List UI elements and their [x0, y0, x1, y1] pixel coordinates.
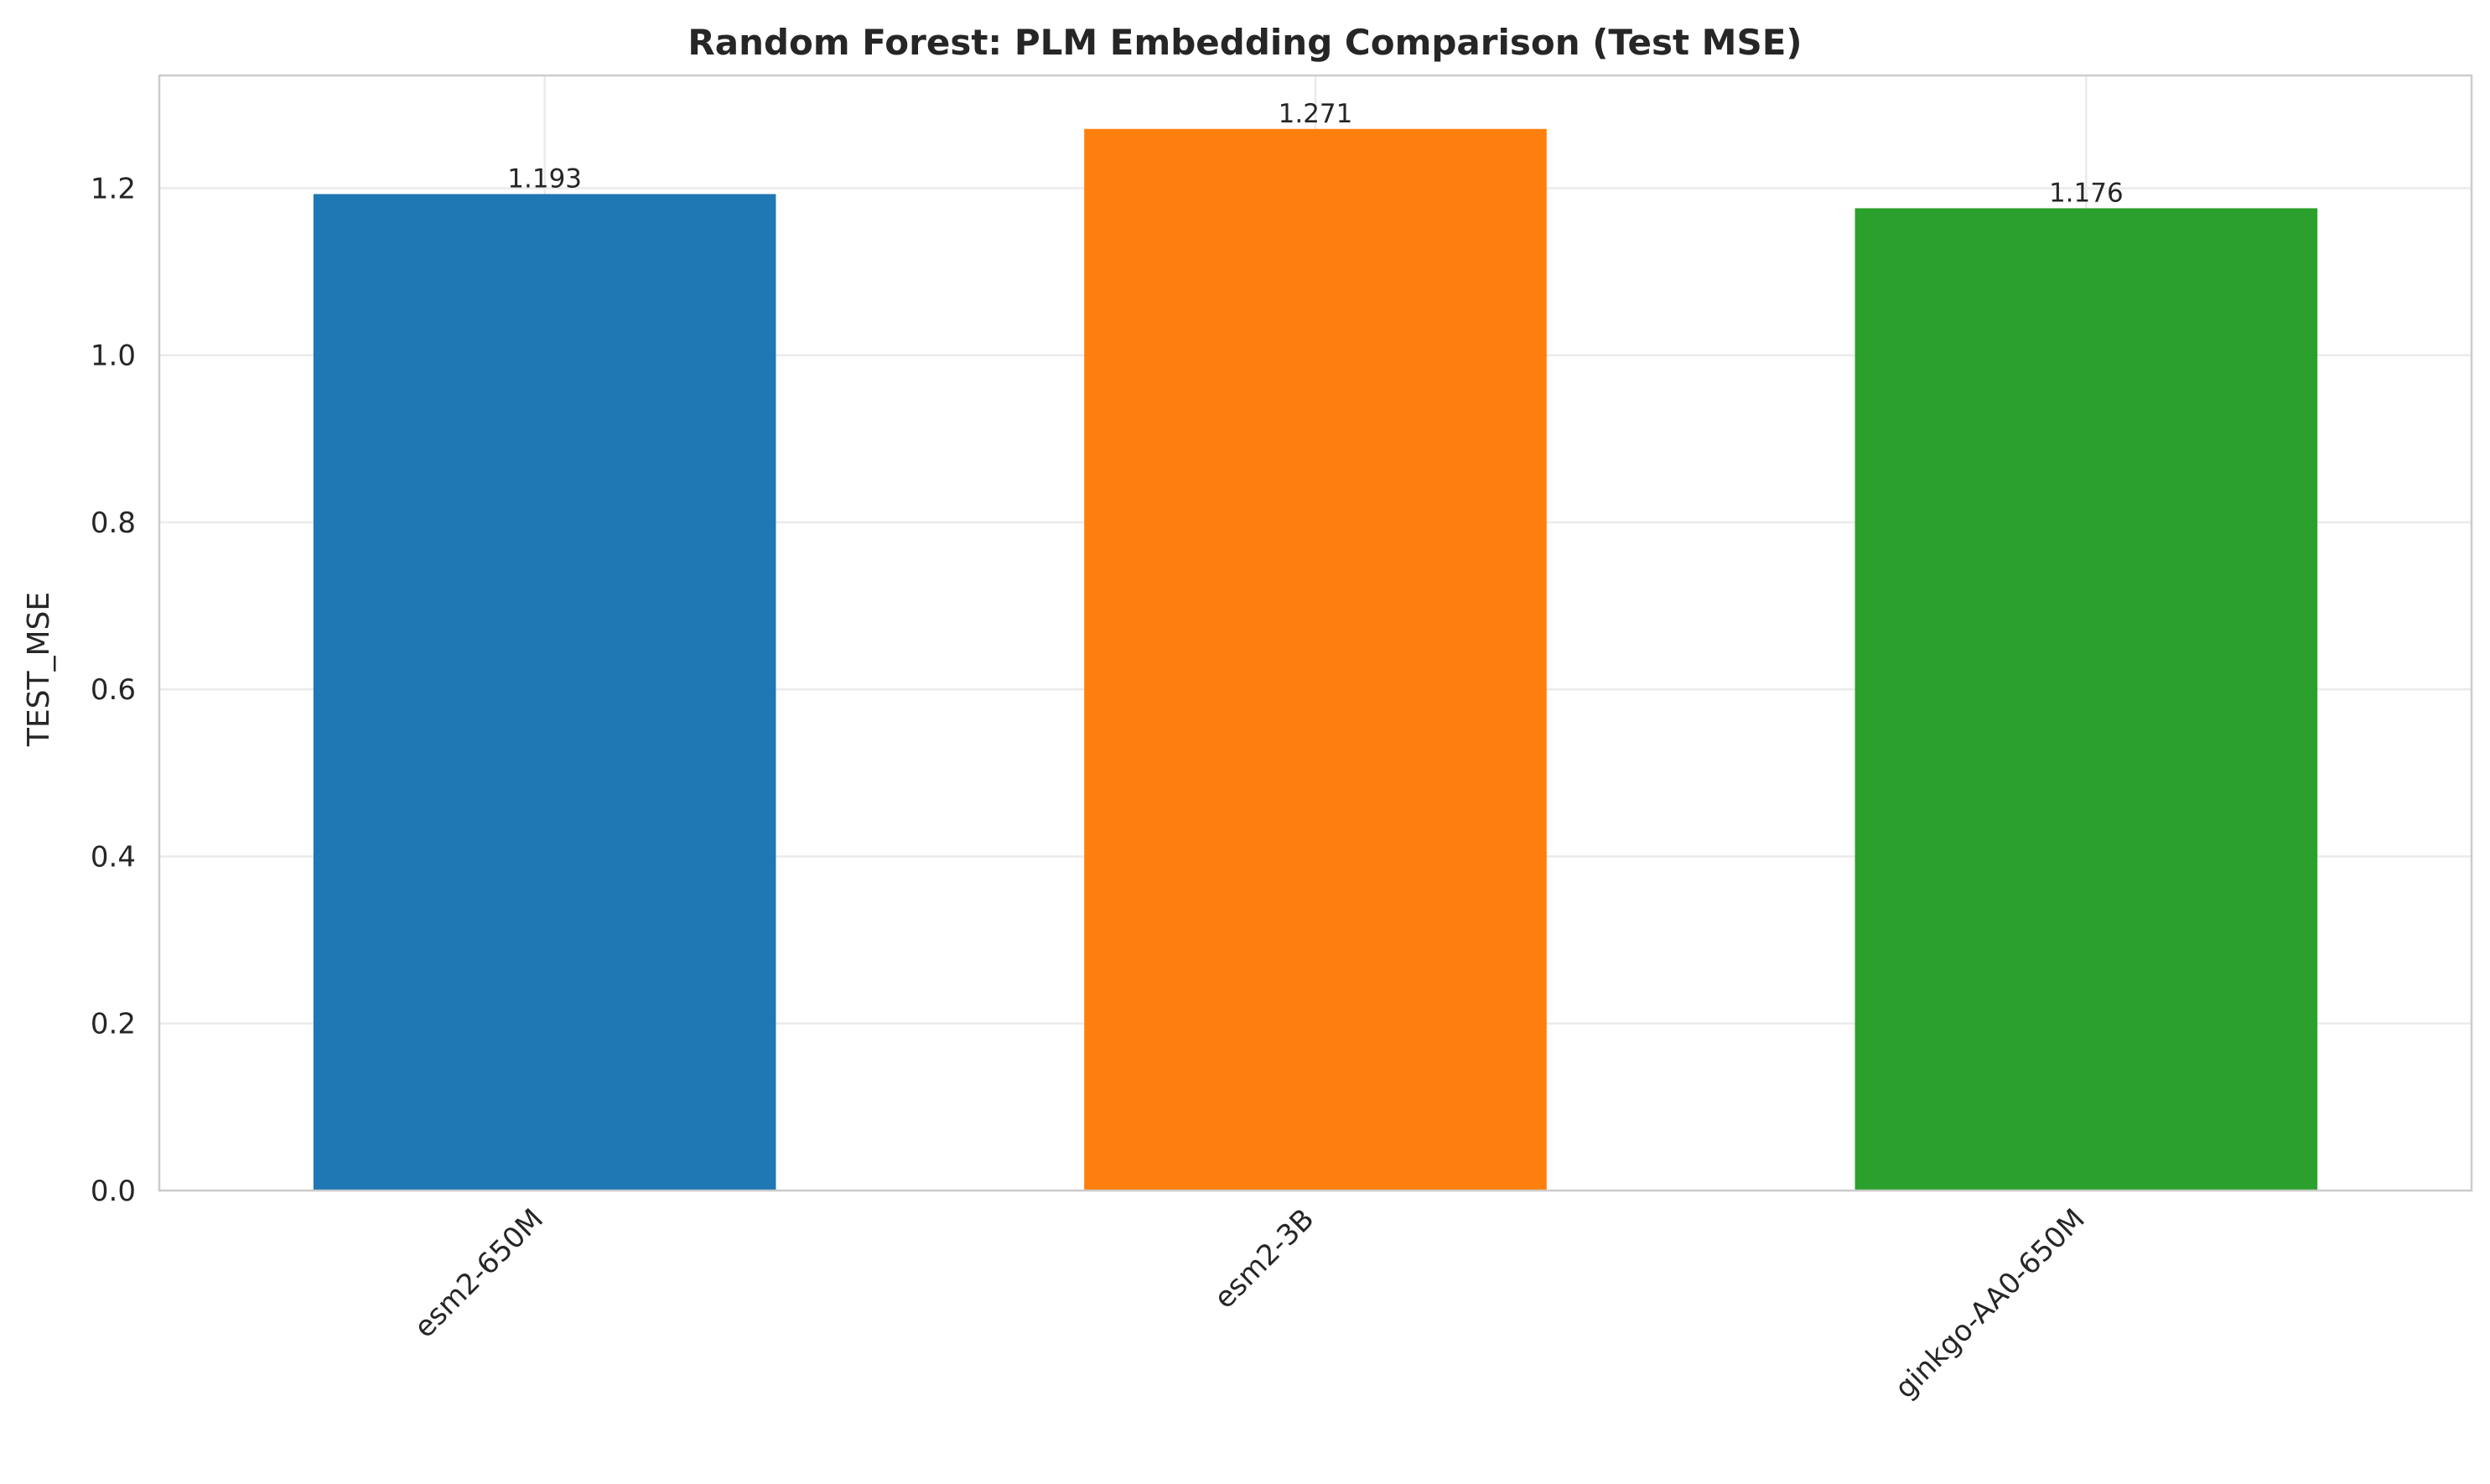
y-tick-label: 0.8 — [91, 506, 136, 540]
y-tick-label: 0.0 — [91, 1175, 136, 1208]
y-tick-label: 0.6 — [91, 673, 136, 707]
y-tick-label: 0.2 — [91, 1008, 136, 1041]
bar-esm2-3B — [1084, 128, 1547, 1191]
y-axis-ticks: 0.0 0.2 0.4 0.6 0.8 1.0 1.2 — [91, 172, 136, 1208]
bar-value-label: 1.271 — [1279, 99, 1353, 129]
plot-frame — [158, 74, 2473, 1192]
bar-ginkgo-AA0-650M — [1855, 208, 2318, 1191]
y-tick-label: 1.2 — [91, 172, 136, 205]
y-tick-label: 0.4 — [91, 840, 136, 874]
y-tick-label: 1.0 — [91, 340, 136, 373]
bar-esm2-650M — [313, 194, 776, 1191]
bars — [313, 128, 2318, 1191]
bar-value-label: 1.176 — [2049, 178, 2124, 208]
data-labels: 1.193 1.271 1.176 — [507, 99, 2123, 209]
chart-title: Random Forest: PLM Embedding Comparison … — [687, 22, 1802, 63]
y-axis-label: TEST_MSE — [22, 592, 56, 747]
bar-value-label: 1.193 — [507, 163, 582, 194]
